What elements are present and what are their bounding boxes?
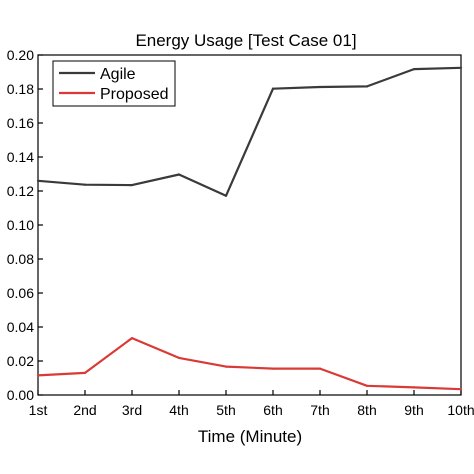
- y-tick-label: 0.14: [7, 149, 34, 165]
- data-point-proposed: [130, 336, 134, 340]
- legend-box: [52, 60, 176, 107]
- series-line-proposed: [37, 337, 462, 391]
- data-point-proposed: [318, 367, 322, 370]
- legend-label-proposed: Proposed: [100, 86, 169, 103]
- data-point-agile: [459, 66, 463, 69]
- y-tick-label: 0.06: [7, 285, 34, 301]
- data-point-proposed: [224, 365, 228, 368]
- series-layer: [36, 66, 463, 391]
- legend-label-agile: Agile: [100, 66, 136, 83]
- data-point-agile: [224, 194, 228, 197]
- x-tick-label: 6th: [263, 402, 282, 418]
- data-point-proposed: [459, 388, 463, 391]
- y-tick-label: 0.12: [7, 183, 34, 199]
- legend: Agile Proposed: [52, 60, 176, 107]
- x-tick-label: 5th: [216, 402, 235, 418]
- x-tick-label: 9th: [404, 402, 423, 418]
- data-point-proposed: [412, 386, 416, 389]
- y-tick-label: 0.00: [7, 387, 34, 403]
- y-tick-label: 0.16: [7, 115, 34, 131]
- y-tick-label: 0.08: [7, 251, 34, 267]
- data-point-agile: [412, 68, 416, 71]
- series-line-agile: [37, 66, 462, 197]
- data-point-agile: [83, 183, 87, 186]
- x-tick-label: 3rd: [122, 402, 142, 418]
- data-point-proposed: [365, 384, 369, 387]
- x-tick-label: 7th: [310, 402, 329, 418]
- data-point-agile: [177, 173, 181, 176]
- x-tick-label: 2nd: [73, 402, 96, 418]
- x-tick-label: 1st: [29, 402, 48, 418]
- x-tick-label: 8th: [357, 402, 376, 418]
- data-point-agile: [130, 183, 134, 187]
- data-point-proposed: [177, 356, 181, 360]
- x-tick-label: 4th: [169, 402, 188, 418]
- y-tick-label: 0.10: [7, 217, 34, 233]
- data-point-agile: [271, 87, 275, 90]
- y-tick-label: 0.20: [7, 47, 34, 63]
- y-tick-label: 0.04: [7, 319, 34, 335]
- data-point-proposed: [83, 371, 87, 374]
- data-point-agile: [318, 85, 322, 89]
- data-point-proposed: [36, 374, 40, 377]
- data-point-agile: [365, 85, 369, 88]
- x-axis: 1st 2nd 3rd 4th 5th 6th 7th 8th 9th 10th: [29, 390, 474, 418]
- y-tick-label: 0.18: [7, 81, 34, 97]
- y-axis: 0.00 0.02 0.04 0.06 0.08 0.10 0.12 0.14 0.16 0.18…: [7, 47, 43, 403]
- data-point-proposed: [271, 367, 275, 370]
- y-tick-label: 0.02: [7, 353, 34, 369]
- x-axis-label: Time (Minute): [198, 427, 302, 446]
- chart-title: Energy Usage [Test Case 01]: [135, 31, 356, 50]
- data-point-agile: [36, 179, 40, 182]
- x-tick-label: 10th: [447, 402, 474, 418]
